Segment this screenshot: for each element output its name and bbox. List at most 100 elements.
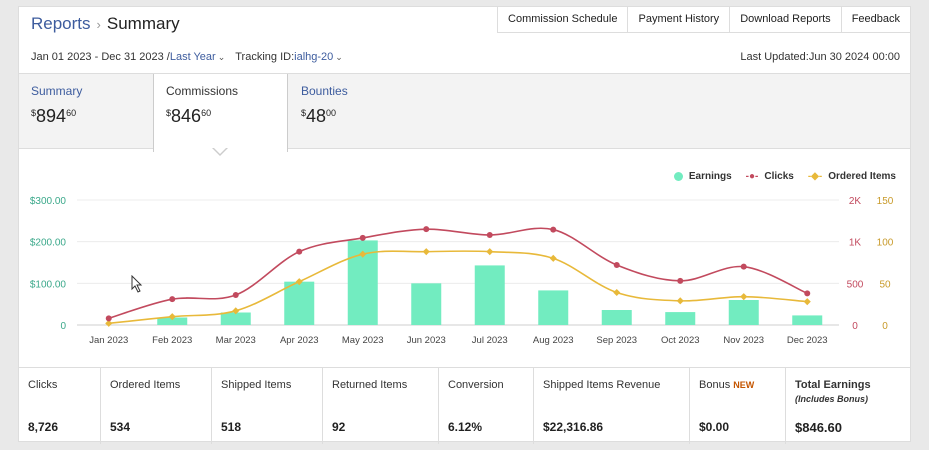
stat-value: 8,726 (28, 420, 59, 434)
stat-label: Clicks (28, 379, 58, 391)
legend-earnings[interactable]: Earnings (673, 171, 732, 182)
y-right-clicks-tick-label: 1K (849, 238, 862, 249)
y-right-ordered-tick-label: 50 (879, 279, 891, 290)
tab-bounties[interactable]: Bounties $4800 (289, 74, 409, 150)
earnings-bar (665, 312, 696, 325)
x-tick-label: Nov 2023 (723, 335, 764, 346)
breadcrumb: Reports › Summary (31, 14, 180, 34)
tab-summary[interactable]: Summary $89460 (19, 74, 153, 150)
earnings-bar (284, 281, 315, 325)
clicks-point (423, 226, 430, 233)
tracking-id-selector[interactable]: Tracking ID:ialhg-20 ⌄ (235, 51, 343, 63)
ordered-items-point (549, 254, 557, 262)
earnings-bar (601, 310, 632, 325)
stat-label: Total Earnings (795, 379, 871, 391)
tab-amount: $4800 (301, 106, 337, 126)
legend-clicks[interactable]: -●- Clicks (745, 170, 794, 182)
ordered-items-point (295, 278, 303, 286)
clicks-point (486, 232, 493, 238)
earnings-bar (538, 290, 569, 325)
clicks-line (108, 227, 808, 320)
stat-returned-items: Returned Items 92 (323, 368, 439, 444)
stat-label: Returned Items (332, 379, 408, 391)
y-right-ordered-tick-label: 150 (877, 196, 894, 207)
ordered-items-line (108, 250, 808, 325)
x-tick-label: May 2023 (342, 335, 384, 346)
stat-label: Bonus NEW (699, 379, 755, 391)
stat-label: Shipped Items (221, 379, 292, 391)
chevron-down-icon: ⌄ (217, 52, 226, 62)
earnings-bar (220, 312, 251, 325)
payment-history-button[interactable]: Payment History (627, 7, 730, 33)
earnings-dot-icon (673, 172, 683, 181)
summary-tabs: Summary $89460 Commissions $84660 Bounti… (19, 73, 910, 152)
ordered-items-point (613, 288, 621, 297)
x-tick-label: Jun 2023 (407, 335, 446, 346)
period-label: Last Year (169, 51, 216, 63)
stat-sublabel: (Includes Bonus) (795, 394, 869, 404)
y-left-tick-label: $100.00 (30, 279, 67, 290)
mouse-cursor-icon (131, 275, 143, 293)
x-tick-label: Jul 2023 (472, 335, 508, 346)
stat-ordered-items: Ordered Items 534 (101, 368, 212, 444)
download-reports-button[interactable]: Download Reports (729, 7, 841, 33)
stat-value: $0.00 (699, 420, 730, 434)
y-right-clicks-tick-label: 2K (849, 196, 862, 207)
active-tab-pointer-fill (213, 147, 227, 154)
stat-value: 534 (110, 420, 131, 434)
x-tick-label: Feb 2023 (152, 335, 192, 346)
ordered-items-point (359, 250, 367, 258)
stat-conversion: Conversion 6.12% (439, 368, 534, 444)
x-tick-label: Apr 2023 (280, 335, 319, 346)
clicks-point (804, 290, 811, 297)
y-right-clicks-tick-label: 0 (852, 321, 858, 332)
x-tick-label: Aug 2023 (533, 335, 574, 346)
legend-ordered-items[interactable]: -◆- Ordered Items (807, 170, 896, 182)
stat-label: Ordered Items (110, 379, 181, 391)
date-range: Jan 01 2023 - Dec 31 2023 / (31, 51, 170, 63)
commission-schedule-button[interactable]: Commission Schedule (497, 7, 628, 33)
feedback-button[interactable]: Feedback (840, 7, 910, 33)
earnings-bar (411, 283, 442, 325)
stat-value: $846.60 (795, 420, 842, 435)
ordered-items-point (803, 298, 811, 306)
chevron-right-icon: › (96, 17, 101, 32)
date-range-selector[interactable]: Jan 01 2023 - Dec 31 2023 /Last Year ⌄ (31, 51, 225, 63)
clicks-point (232, 292, 239, 298)
stat-label: Conversion (448, 379, 504, 391)
action-tabs: Commission Schedule Payment History Down… (497, 7, 910, 33)
clicks-marker-icon: -●- (745, 170, 759, 182)
earnings-bar (728, 300, 759, 325)
tracking-id: ialhg-20 (294, 51, 334, 63)
earnings-chart: 0 $100.00 $200.00 $300.00 0 500 1K 2K 0 50 100 150 J… (30, 196, 894, 346)
breadcrumb-reports-link[interactable]: Reports (31, 14, 91, 33)
page-title: Summary (106, 14, 180, 33)
last-updated: Last Updated:Jun 30 2024 00:00 (740, 51, 900, 63)
x-tick-label: Oct 2023 (661, 335, 700, 346)
y-right-clicks-tick-label: 500 (847, 279, 864, 290)
tab-label: Bounties (301, 84, 348, 98)
x-tick-label: Sep 2023 (596, 335, 637, 346)
tab-amount: $84660 (166, 106, 212, 126)
y-left-tick-label: $200.00 (30, 238, 67, 249)
stat-total-earnings: Total Earnings (Includes Bonus) $846.60 (786, 368, 910, 444)
ordered-items-point (422, 248, 430, 256)
earnings-bar (157, 317, 188, 325)
stat-value: 518 (221, 420, 242, 434)
ordered-items-point (740, 293, 748, 301)
stat-label: Shipped Items Revenue (543, 379, 661, 391)
stat-bonus: Bonus NEW $0.00 (690, 368, 786, 444)
earnings-bar (792, 315, 823, 325)
ordered-items-point (232, 307, 240, 315)
report-card: Reports › Summary Commission Schedule Paym… (18, 6, 911, 444)
stat-clicks: Clicks 8,726 (19, 368, 101, 444)
clicks-point (613, 262, 620, 268)
y-left-tick-label: $300.00 (30, 196, 67, 207)
y-right-ordered-tick-label: 100 (877, 238, 894, 249)
tracking-label: Tracking ID: (235, 51, 295, 63)
tab-label: Summary (31, 84, 83, 98)
x-tick-label: Dec 2023 (787, 335, 828, 346)
tab-commissions[interactable]: Commissions $84660 (153, 74, 288, 152)
tab-amount: $89460 (31, 106, 77, 126)
ordered-items-point (676, 297, 684, 305)
